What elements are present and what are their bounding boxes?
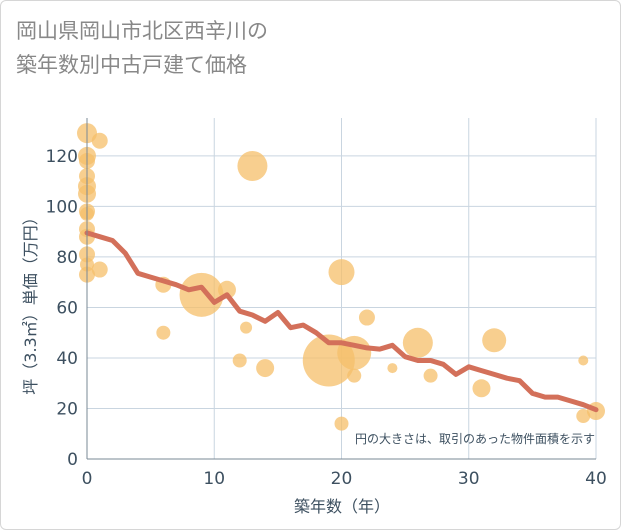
grid-lines bbox=[87, 118, 597, 459]
bubble-point[interactable] bbox=[402, 327, 433, 358]
bubble-point[interactable] bbox=[578, 355, 589, 366]
y-tick-label: 60 bbox=[56, 298, 78, 318]
bubble-point[interactable] bbox=[237, 150, 268, 181]
y-tick-label: 120 bbox=[46, 147, 78, 167]
bubble-point[interactable] bbox=[240, 321, 253, 334]
bubble-point[interactable] bbox=[334, 416, 349, 431]
y-tick-label: 80 bbox=[56, 248, 78, 268]
x-tick-label: 10 bbox=[203, 469, 225, 489]
y-tick-label: 40 bbox=[56, 349, 78, 369]
bubble-point[interactable] bbox=[328, 259, 355, 286]
bubble-point[interactable] bbox=[156, 325, 171, 340]
x-tick-label: 20 bbox=[331, 469, 353, 489]
bubble-point[interactable] bbox=[91, 261, 108, 278]
bubble-point[interactable] bbox=[482, 328, 507, 353]
size-annotation: 円の大きさは、取引のあった物件面積を示す bbox=[355, 431, 595, 446]
bubble-point[interactable] bbox=[232, 353, 247, 368]
bubble-point[interactable] bbox=[358, 309, 375, 326]
bubble-point[interactable] bbox=[91, 132, 108, 149]
x-tick-label: 0 bbox=[82, 469, 93, 489]
x-axis-title: 築年数（年） bbox=[294, 497, 390, 516]
y-tick-label: 20 bbox=[56, 399, 78, 419]
y-axis-title: 坪（3.3㎡）単価（万円） bbox=[21, 209, 40, 394]
bubble-point[interactable] bbox=[387, 363, 398, 374]
axes: 0 10 20 30 40 0 20 40 60 80 100 120 bbox=[46, 118, 607, 489]
bubble-point[interactable] bbox=[347, 368, 362, 383]
bubble-point[interactable] bbox=[256, 359, 275, 378]
bubble-point[interactable] bbox=[576, 409, 591, 424]
chart-title: 岡山県岡山市北区西辛川の 築年数別中古戸建て価格 bbox=[16, 14, 268, 82]
bubble-point[interactable] bbox=[472, 379, 491, 398]
trend-line bbox=[84, 230, 599, 413]
trend-series bbox=[84, 230, 599, 413]
x-tick-label: 30 bbox=[458, 469, 480, 489]
chart-title-line-2: 築年数別中古戸建て価格 bbox=[16, 53, 247, 77]
bubble-point[interactable] bbox=[217, 280, 236, 299]
y-tick-label: 100 bbox=[46, 197, 78, 217]
chart-title-line-1: 岡山県岡山市北区西辛川の bbox=[16, 19, 268, 43]
bubble-point[interactable] bbox=[179, 272, 224, 317]
bubble-point[interactable] bbox=[423, 368, 438, 383]
x-tick-label: 40 bbox=[585, 469, 607, 489]
y-tick-label: 0 bbox=[67, 450, 78, 470]
